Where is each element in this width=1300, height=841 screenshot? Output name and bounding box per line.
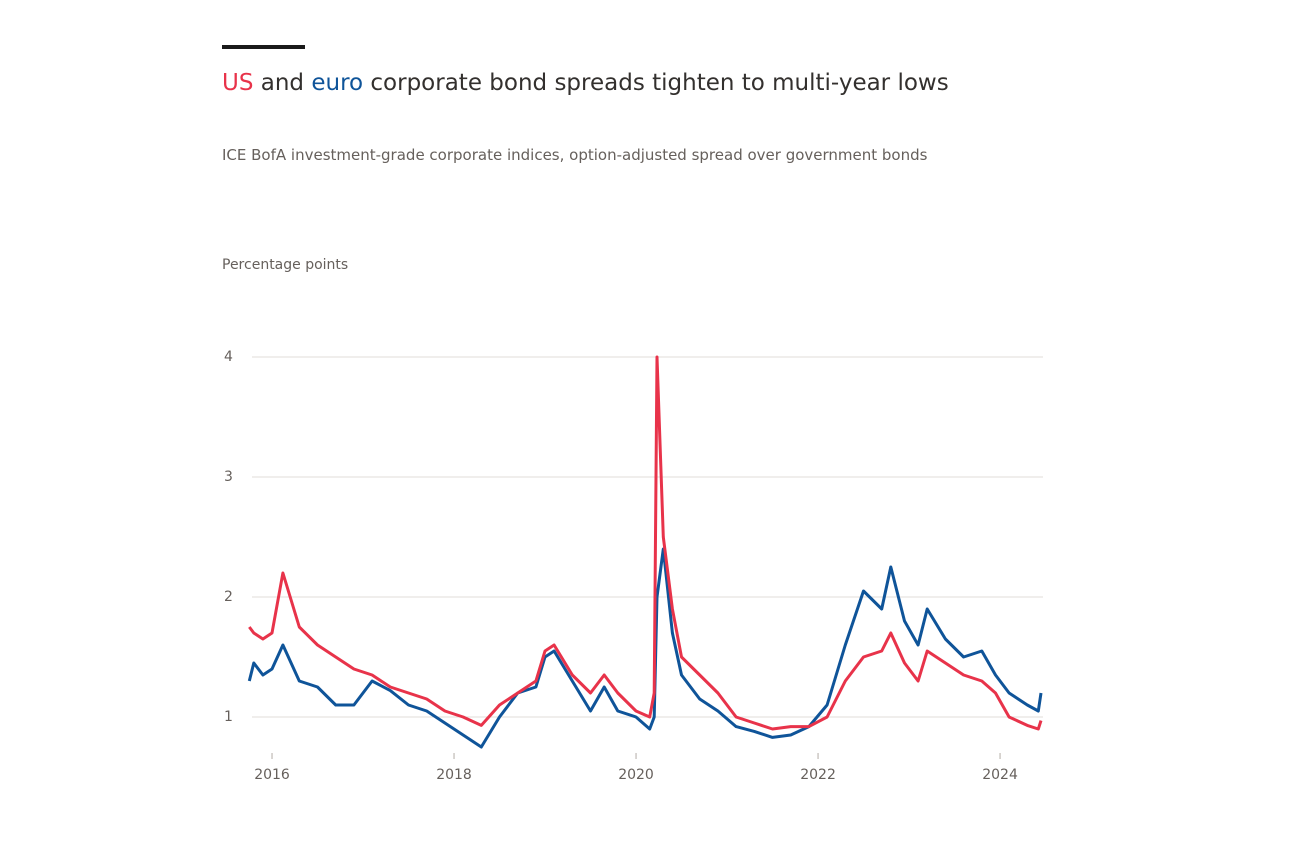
header-bar [222,45,305,49]
legend-entry: US [222,70,254,96]
x-tick-label: 2022 [800,767,836,783]
x-tick-label: 2018 [436,767,472,783]
x-tick-label: 2024 [982,767,1018,783]
y-tick-label: 2 [224,589,233,605]
series-line [248,355,1043,731]
x-tick-label: 2016 [254,767,290,783]
y-tick-label: 3 [224,469,233,485]
subtitle: ICE BofA investment-grade corporate indi… [222,146,928,164]
series-line [247,547,1043,749]
y-axis-label: Percentage points [222,257,349,273]
title-text: and [253,70,312,96]
y-tick-label: 4 [224,349,233,365]
chart-title: US and euro corporate bond spreads tight… [222,70,949,96]
y-tick-label: 1 [224,709,233,725]
legend-entry: euro [311,70,364,96]
title-text: corporate bond spreads tighten to multi-… [363,70,949,96]
x-tick-label: 2020 [618,767,654,783]
